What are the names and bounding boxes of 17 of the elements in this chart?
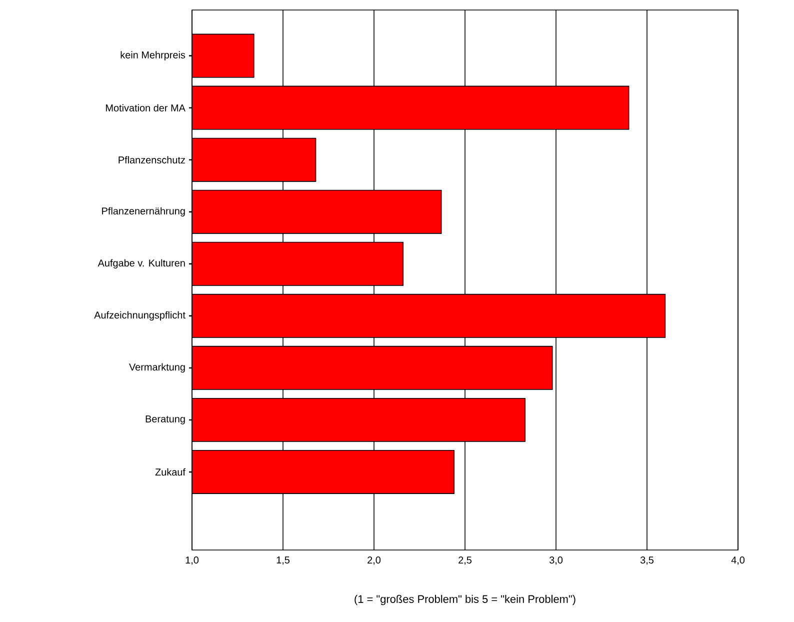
y-tick-label: Aufzeichnungspflicht: [94, 311, 186, 321]
x-tick-label: 3,5: [640, 556, 654, 565]
y-tick-label: Motivation der MA: [106, 104, 186, 112]
y-tick-label: Beratung: [146, 415, 185, 424]
y-tick-label: Aufgabe v. Kulturen: [98, 259, 185, 269]
y-tick-label: Pflanzenschutz: [118, 156, 185, 164]
y-tick-label: kein Mehrpreis: [120, 51, 186, 60]
x-tick-label: 2,0: [368, 556, 381, 565]
text: (1 = "großes Problem" bis 5 = "kein Problem"): [354, 594, 576, 606]
x-tick-label: 1,5: [276, 556, 290, 565]
x-tick-label: 2,5: [458, 556, 472, 565]
y-tick-label: Vermarktung: [129, 363, 185, 373]
x-tick-label: 3,0: [549, 556, 563, 565]
x-tick-label: 1,0: [186, 556, 199, 565]
y-tick-label: Zukauf: [155, 468, 186, 476]
y-tick-label: Pflanzenernährung: [102, 207, 185, 216]
x-tick-label: 4,0: [731, 556, 745, 565]
